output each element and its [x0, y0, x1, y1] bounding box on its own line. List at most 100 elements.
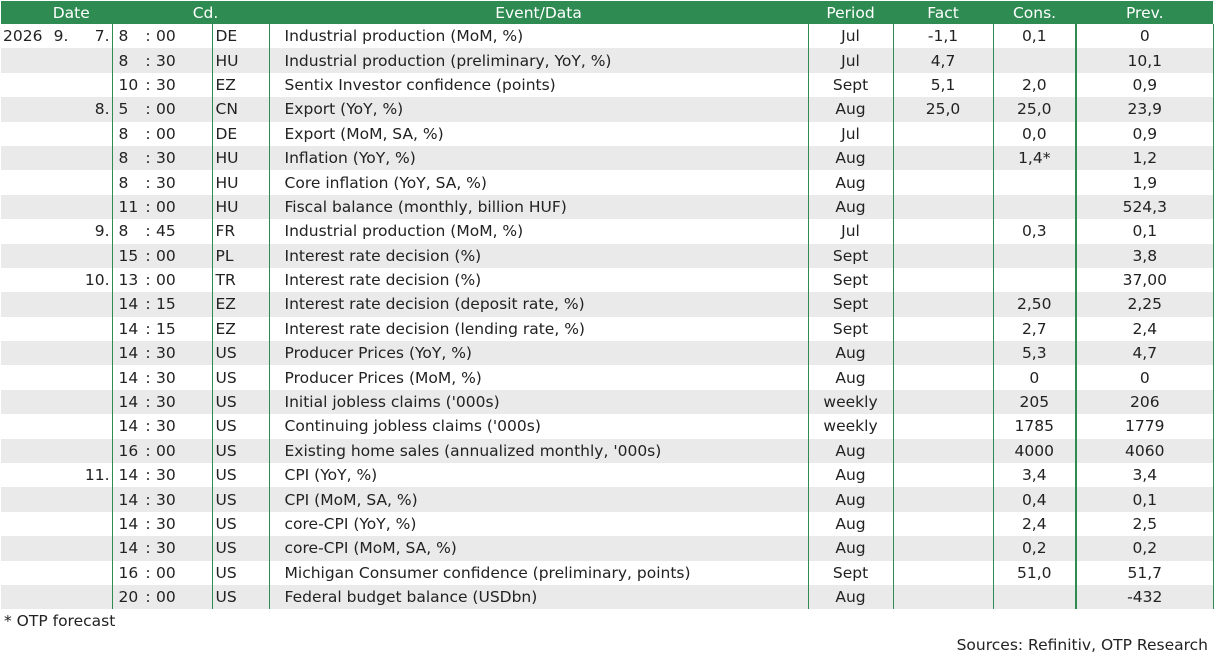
- event-cell: Export (YoY, %): [268, 97, 809, 122]
- header-cons: Cons.: [993, 1, 1077, 24]
- consensus-cell: [992, 170, 1077, 195]
- previous-cell: 1779: [1075, 414, 1214, 439]
- date-year-cell: [1, 268, 47, 292]
- time-minute-cell: 30: [156, 466, 176, 485]
- date-day-cell: [75, 414, 112, 438]
- consensus-cell: 2,50: [992, 292, 1077, 317]
- date-day-cell: [75, 194, 112, 220]
- previous-cell: 23,9: [1075, 97, 1214, 122]
- date-day-cell: [75, 438, 112, 464]
- date-day-cell: [75, 73, 112, 97]
- consensus-cell: 0,3: [992, 219, 1077, 244]
- date-day-cell: [75, 170, 112, 194]
- fact-cell: [892, 170, 994, 195]
- country-code-cell: HU: [211, 170, 270, 195]
- fact-cell: [892, 365, 994, 390]
- time-minute-cell: 00: [154, 438, 212, 464]
- time-hour-cell: 8: [111, 48, 142, 73]
- date-month-cell: [47, 97, 75, 122]
- date-month-cell: [47, 170, 75, 194]
- date-month-cell: [47, 463, 75, 487]
- period-cell: Aug: [807, 463, 894, 488]
- event-cell: CPI (YoY, %): [268, 463, 809, 488]
- fact-cell: [892, 511, 994, 537]
- time-separator-cell: :: [145, 75, 151, 94]
- period-cell: Aug: [807, 536, 894, 561]
- date-day-cell: [75, 512, 112, 536]
- period-cell: Sept: [807, 267, 894, 293]
- time-separator-cell: :: [145, 271, 151, 290]
- period-cell: Aug: [807, 438, 894, 464]
- consensus-cell: [992, 243, 1077, 268]
- previous-cell: 1,9: [1075, 170, 1214, 195]
- fact-cell: [892, 316, 994, 342]
- date-year-cell: [1, 487, 47, 512]
- consensus-cell: 25,0: [992, 97, 1077, 122]
- period-cell: Aug: [807, 194, 894, 220]
- event-cell: Inflation (YoY, %): [268, 145, 809, 171]
- fact-cell: [892, 145, 994, 171]
- fact-cell: [892, 584, 994, 610]
- fact-cell: 4,7: [892, 48, 994, 73]
- country-code-cell: CN: [211, 97, 270, 122]
- time-hour-cell: 14: [111, 536, 142, 561]
- fact-cell: [892, 243, 994, 268]
- date-year-cell: [1, 219, 47, 243]
- consensus-cell: 0,1: [992, 24, 1077, 49]
- country-code-cell: US: [211, 389, 270, 415]
- date-day-cell: [75, 292, 112, 317]
- time-separator-cell: :: [142, 536, 154, 561]
- event-cell: Producer Prices (YoY, %): [268, 341, 809, 366]
- country-code-cell: US: [211, 487, 270, 512]
- time-hour-cell: 8: [111, 145, 142, 171]
- time-minute-cell: 00: [154, 97, 212, 122]
- event-cell: CPI (MoM, SA, %): [268, 487, 809, 512]
- time-minute-cell: 30: [156, 515, 176, 533]
- country-code-cell: US: [211, 438, 270, 464]
- date-day-cell: [75, 48, 112, 73]
- period-cell: Jul: [807, 24, 894, 49]
- time-separator-cell: :: [145, 563, 151, 582]
- time-separator-cell: :: [142, 145, 154, 171]
- previous-cell: 206: [1075, 389, 1214, 415]
- header-fact: Fact: [893, 1, 994, 24]
- time-hour-cell: 13: [111, 267, 142, 293]
- time-separator-cell: :: [142, 194, 154, 220]
- time-minute-cell: 15: [154, 292, 212, 317]
- event-cell: core-CPI (YoY, %): [268, 511, 809, 537]
- time-separator-cell: :: [145, 222, 151, 241]
- fact-cell: [892, 389, 994, 415]
- table-row: 8:00 DE Export (MoM, SA, %) Jul 0,0 0,9: [1, 121, 1214, 146]
- table-row: 14:30 US core-CPI (YoY, %) Aug 2,4 2,5: [1, 511, 1214, 537]
- time-minute-cell: 30: [154, 145, 212, 171]
- time-hour-cell: 10: [111, 72, 142, 98]
- time-minute-cell: 30: [156, 75, 176, 94]
- event-cell: Continuing jobless claims ('000s): [268, 414, 809, 439]
- table-row: 20:00 US Federal budget balance (USDbn) Aug…: [1, 584, 1214, 610]
- date-year-cell: [1, 317, 47, 341]
- period-cell: Aug: [807, 341, 894, 366]
- header-prev: Prev.: [1076, 1, 1214, 24]
- date-day-cell: 11.: [84, 466, 110, 485]
- time-minute-cell: 00: [154, 584, 212, 610]
- consensus-cell: 2,7: [992, 316, 1077, 342]
- time-hour-cell: 8: [111, 219, 142, 244]
- table-row: 14:30 US CPI (MoM, SA, %) Aug 0,4 0,1: [1, 487, 1214, 512]
- consensus-cell: 3,4: [992, 463, 1077, 488]
- date-month-cell: [47, 389, 75, 415]
- fact-cell: [892, 438, 994, 464]
- date-month-cell: [47, 48, 75, 73]
- header-period: Period: [808, 1, 894, 24]
- date-year-cell: [1, 170, 47, 194]
- country-code-cell: DE: [211, 24, 270, 49]
- date-year-cell: [1, 341, 47, 366]
- previous-cell: 10,1: [1075, 48, 1214, 73]
- period-cell: Aug: [807, 487, 894, 512]
- date-year-cell: [1, 584, 47, 610]
- fact-cell: [892, 267, 994, 293]
- table-row: 14:30 US Producer Prices (MoM, %) Aug 0 0: [1, 365, 1214, 390]
- date-month-cell: [47, 414, 75, 438]
- table-row: 10:30 EZ Sentix Investor confidence (point…: [1, 72, 1214, 98]
- time-hour-cell: 15: [111, 243, 142, 268]
- time-minute-cell: 30: [154, 389, 212, 415]
